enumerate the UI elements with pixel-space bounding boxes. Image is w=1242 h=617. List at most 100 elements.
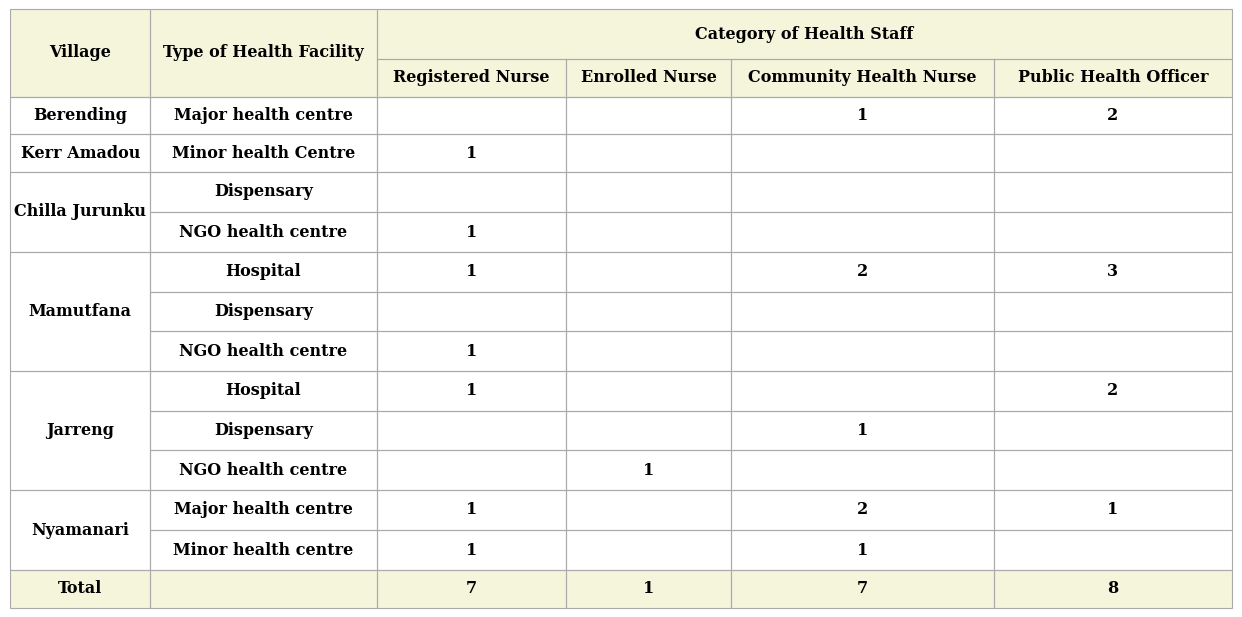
FancyBboxPatch shape bbox=[566, 97, 732, 135]
Bar bbox=[994, 59, 1232, 97]
Text: 2: 2 bbox=[1108, 107, 1119, 124]
Bar bbox=[732, 570, 994, 608]
Text: NGO health centre: NGO health centre bbox=[179, 223, 348, 241]
FancyBboxPatch shape bbox=[150, 490, 376, 530]
FancyBboxPatch shape bbox=[994, 59, 1232, 97]
Bar bbox=[566, 570, 732, 608]
Bar bbox=[376, 530, 566, 570]
Text: 1: 1 bbox=[466, 542, 477, 558]
FancyBboxPatch shape bbox=[10, 252, 150, 371]
Bar bbox=[566, 172, 732, 212]
Text: 1: 1 bbox=[466, 383, 477, 399]
Bar bbox=[10, 135, 150, 172]
FancyBboxPatch shape bbox=[994, 450, 1232, 490]
FancyBboxPatch shape bbox=[376, 450, 566, 490]
FancyBboxPatch shape bbox=[732, 570, 994, 608]
Bar bbox=[150, 9, 376, 97]
FancyBboxPatch shape bbox=[376, 411, 566, 450]
Bar bbox=[376, 97, 566, 135]
Bar bbox=[376, 450, 566, 490]
Bar bbox=[10, 570, 150, 608]
Bar bbox=[150, 331, 376, 371]
FancyBboxPatch shape bbox=[732, 172, 994, 212]
FancyBboxPatch shape bbox=[10, 9, 150, 97]
Bar bbox=[376, 371, 566, 411]
Bar bbox=[150, 172, 376, 212]
FancyBboxPatch shape bbox=[150, 252, 376, 292]
FancyBboxPatch shape bbox=[994, 570, 1232, 608]
FancyBboxPatch shape bbox=[566, 135, 732, 172]
Bar bbox=[994, 252, 1232, 292]
Text: Berending: Berending bbox=[34, 107, 127, 124]
FancyBboxPatch shape bbox=[376, 292, 566, 331]
FancyBboxPatch shape bbox=[566, 371, 732, 411]
Bar bbox=[376, 212, 566, 252]
Text: Hospital: Hospital bbox=[226, 263, 302, 280]
FancyBboxPatch shape bbox=[10, 97, 150, 135]
Bar bbox=[376, 570, 566, 608]
Bar bbox=[994, 97, 1232, 135]
Text: 1: 1 bbox=[1108, 502, 1119, 518]
Bar bbox=[994, 570, 1232, 608]
Bar bbox=[566, 292, 732, 331]
FancyBboxPatch shape bbox=[732, 59, 994, 97]
Bar bbox=[150, 292, 376, 331]
FancyBboxPatch shape bbox=[150, 570, 376, 608]
Bar bbox=[732, 371, 994, 411]
Text: Minor health Centre: Minor health Centre bbox=[171, 144, 355, 162]
Bar bbox=[566, 331, 732, 371]
FancyBboxPatch shape bbox=[732, 97, 994, 135]
Bar bbox=[566, 135, 732, 172]
Bar bbox=[732, 331, 994, 371]
Text: 1: 1 bbox=[857, 542, 868, 558]
FancyBboxPatch shape bbox=[732, 371, 994, 411]
FancyBboxPatch shape bbox=[376, 252, 566, 292]
Bar bbox=[150, 490, 376, 530]
FancyBboxPatch shape bbox=[994, 212, 1232, 252]
FancyBboxPatch shape bbox=[566, 212, 732, 252]
Text: 1: 1 bbox=[643, 462, 655, 479]
FancyBboxPatch shape bbox=[150, 450, 376, 490]
FancyBboxPatch shape bbox=[150, 172, 376, 212]
FancyBboxPatch shape bbox=[732, 331, 994, 371]
Bar bbox=[566, 371, 732, 411]
FancyBboxPatch shape bbox=[10, 570, 150, 608]
Text: Major health centre: Major health centre bbox=[174, 502, 353, 518]
Bar bbox=[150, 570, 376, 608]
FancyBboxPatch shape bbox=[732, 411, 994, 450]
FancyBboxPatch shape bbox=[150, 331, 376, 371]
Bar bbox=[994, 331, 1232, 371]
Bar bbox=[732, 252, 994, 292]
Text: Mamutfana: Mamutfana bbox=[29, 303, 132, 320]
FancyBboxPatch shape bbox=[566, 490, 732, 530]
FancyBboxPatch shape bbox=[150, 97, 376, 135]
Bar bbox=[566, 97, 732, 135]
Text: 1: 1 bbox=[466, 263, 477, 280]
FancyBboxPatch shape bbox=[994, 172, 1232, 212]
Bar bbox=[10, 97, 150, 135]
FancyBboxPatch shape bbox=[566, 59, 732, 97]
Bar bbox=[150, 411, 376, 450]
Bar bbox=[566, 530, 732, 570]
Bar bbox=[994, 371, 1232, 411]
Bar bbox=[994, 135, 1232, 172]
FancyBboxPatch shape bbox=[732, 450, 994, 490]
FancyBboxPatch shape bbox=[150, 292, 376, 331]
Text: 8: 8 bbox=[1108, 581, 1119, 597]
Bar bbox=[10, 252, 150, 371]
Text: Kerr Amadou: Kerr Amadou bbox=[21, 144, 140, 162]
Bar bbox=[732, 490, 994, 530]
FancyBboxPatch shape bbox=[376, 135, 566, 172]
FancyBboxPatch shape bbox=[994, 411, 1232, 450]
FancyBboxPatch shape bbox=[566, 292, 732, 331]
Text: Enrolled Nurse: Enrolled Nurse bbox=[580, 69, 717, 86]
Bar bbox=[10, 371, 150, 490]
Bar bbox=[994, 172, 1232, 212]
Text: Dispensary: Dispensary bbox=[214, 303, 313, 320]
Bar bbox=[376, 172, 566, 212]
FancyBboxPatch shape bbox=[376, 530, 566, 570]
Text: Total: Total bbox=[58, 581, 102, 597]
FancyBboxPatch shape bbox=[376, 9, 1232, 59]
FancyBboxPatch shape bbox=[732, 135, 994, 172]
Text: Dispensary: Dispensary bbox=[214, 183, 313, 201]
